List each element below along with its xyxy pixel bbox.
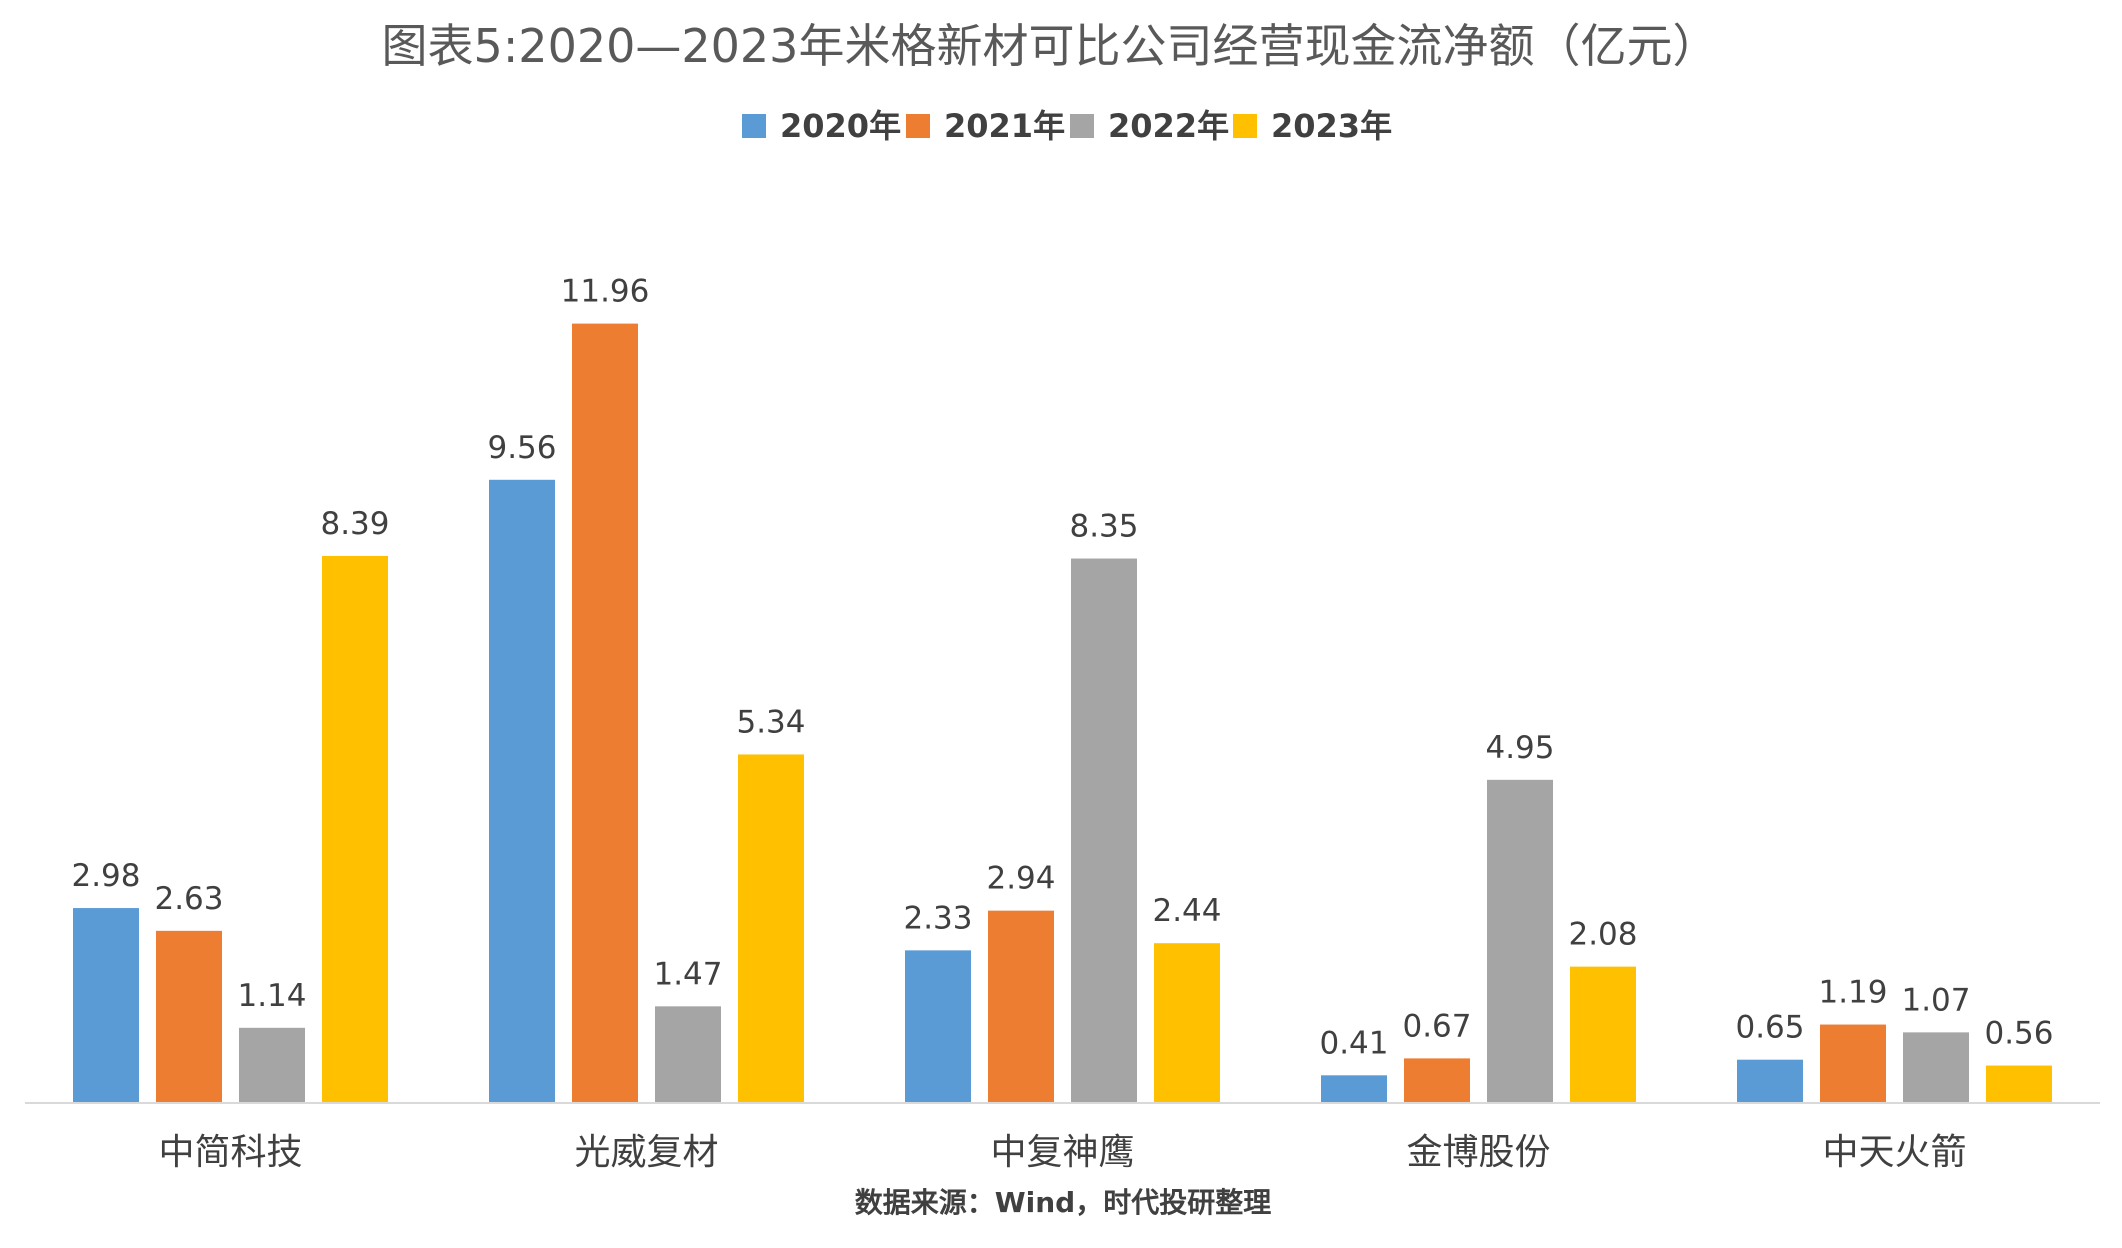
data-label-3-3: 8.35 (1069, 509, 1138, 545)
data-label-3-1: 2.33 (903, 900, 972, 936)
data-label-2-2: 11.96 (561, 274, 650, 310)
data-label-5-1: 0.65 (1735, 1010, 1804, 1046)
bar-3-2 (988, 910, 1054, 1102)
bar-1-3 (239, 1027, 305, 1102)
bar-2-3 (655, 1006, 721, 1102)
data-label-5-2: 1.19 (1818, 975, 1887, 1011)
data-label-4-1: 0.41 (1319, 1025, 1388, 1061)
bar-4-1 (1321, 1075, 1387, 1102)
legend-label-4: 2023年 (1271, 107, 1392, 145)
data-label-2-4: 5.34 (736, 704, 805, 740)
chart-title: 图表5:2020—2023年米格新材可比公司经营现金流净额（亿元） (382, 19, 1719, 73)
bar-3-4 (1154, 943, 1220, 1102)
bar-4-2 (1404, 1058, 1470, 1102)
category-axis-labels: 中简科技 光威复材 中复神鹰 金博股份 中天火箭 (158, 1132, 1966, 1173)
bar-4-4 (1570, 966, 1636, 1102)
legend-swatch-4 (1233, 114, 1257, 138)
chart-bars (73, 323, 2052, 1102)
bar-5-1 (1737, 1059, 1803, 1102)
bar-2-4 (738, 754, 804, 1102)
data-label-3-2: 2.94 (986, 861, 1055, 897)
data-label-4-4: 2.08 (1568, 917, 1637, 953)
legend-label-1: 2020年 (780, 107, 901, 145)
data-label-5-3: 1.07 (1901, 982, 1970, 1018)
bar-1-1 (73, 908, 139, 1102)
category-label-2: 光威复材 (574, 1132, 718, 1173)
bar-3-1 (905, 950, 971, 1102)
legend-label-2: 2021年 (944, 107, 1065, 145)
chart-legend: 2020年 2021年 2022年 2023年 (742, 107, 1392, 145)
category-label-4: 金博股份 (1406, 1132, 1550, 1173)
legend-label-3: 2022年 (1108, 107, 1229, 145)
bar-5-2 (1820, 1024, 1886, 1102)
data-label-4-3: 4.95 (1485, 730, 1554, 766)
data-label-5-4: 0.56 (1984, 1016, 2053, 1052)
data-label-1-4: 8.39 (320, 506, 389, 542)
bar-1-2 (156, 930, 222, 1102)
data-label-1-1: 2.98 (71, 858, 140, 894)
category-label-3: 中复神鹰 (990, 1132, 1134, 1173)
data-label-4-2: 0.67 (1402, 1008, 1471, 1044)
legend-swatch-3 (1070, 114, 1094, 138)
bar-1-4 (322, 555, 388, 1102)
legend-swatch-2 (906, 114, 930, 138)
category-label-5: 中天火箭 (1822, 1132, 1966, 1173)
source-note: 数据来源：Wind，时代投研整理 (855, 1186, 1271, 1219)
data-label-3-4: 2.44 (1152, 893, 1221, 929)
category-label-1: 中简科技 (158, 1132, 302, 1173)
legend-swatch-1 (742, 114, 766, 138)
bar-5-4 (1986, 1065, 2052, 1102)
bar-2-1 (489, 479, 555, 1102)
bar-3-3 (1071, 558, 1137, 1102)
data-label-2-3: 1.47 (653, 956, 722, 992)
data-label-2-1: 9.56 (487, 430, 556, 466)
bar-4-3 (1487, 779, 1553, 1102)
data-label-1-3: 1.14 (237, 978, 306, 1014)
data-label-1-2: 2.63 (154, 881, 223, 917)
chart-data-labels: 2.98 2.63 1.14 8.39 9.56 11.96 1.47 5.34 2.33 2.9… (71, 274, 2053, 1062)
bar-2-2 (572, 323, 638, 1102)
bar-5-3 (1903, 1032, 1969, 1102)
